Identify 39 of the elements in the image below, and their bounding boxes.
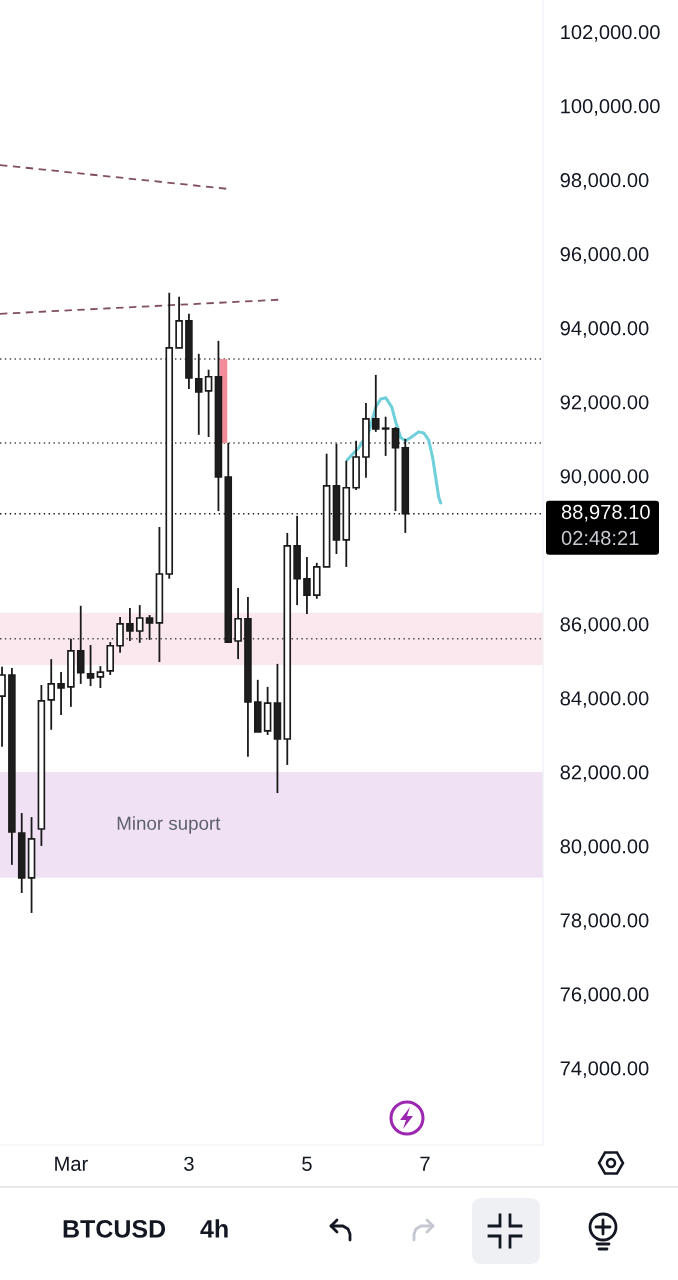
candlestick bbox=[135, 604, 144, 644]
text: BTCUSD bbox=[63, 1220, 166, 1238]
ref-line-label: 88,978.10 bbox=[561, 504, 650, 522]
y-tick-label: 82,000.00 bbox=[560, 765, 649, 782]
candlestick bbox=[57, 671, 65, 716]
y-tick-label: 94,000.00 bbox=[560, 321, 649, 338]
y-tick-label: 96,000.00 bbox=[560, 247, 649, 264]
y-tick-label: 90,000.00 bbox=[560, 469, 649, 486]
candlestick bbox=[76, 604, 85, 685]
candlestick bbox=[126, 607, 134, 642]
candlestick bbox=[86, 644, 95, 688]
candlestick bbox=[372, 373, 380, 433]
text: 4h bbox=[200, 1219, 228, 1238]
candlestick bbox=[381, 415, 390, 457]
candlestick bbox=[96, 665, 105, 689]
y-tick-label: 92,000.00 bbox=[560, 395, 649, 412]
y-tick-label: 86,000.00 bbox=[560, 617, 649, 634]
candlestick bbox=[194, 352, 203, 436]
y-tick-label: 98,000.00 bbox=[560, 173, 649, 190]
candlestick bbox=[145, 614, 154, 641]
y-tick-label: 102,000.00 bbox=[561, 25, 660, 42]
band-label: Minor suport bbox=[117, 816, 221, 834]
candlestick bbox=[116, 616, 124, 654]
candlestick bbox=[47, 658, 56, 731]
x-tick-label: 5 bbox=[302, 1156, 312, 1171]
candlestick bbox=[234, 587, 242, 661]
candlestick bbox=[303, 556, 311, 615]
x-tick-label: Mar bbox=[55, 1156, 88, 1171]
x-tick-label: 3 bbox=[184, 1156, 194, 1171]
y-tick-label: 78,000.00 bbox=[560, 913, 649, 930]
y-tick-label: 84,000.00 bbox=[560, 691, 649, 708]
text: 02:48:21 bbox=[561, 530, 639, 546]
candlestick bbox=[391, 426, 400, 512]
y-tick-label: 76,000.00 bbox=[560, 987, 649, 1004]
x-tick-label: 7 bbox=[420, 1156, 430, 1171]
candlestick bbox=[204, 368, 213, 438]
y-tick-label: 74,000.00 bbox=[560, 1061, 649, 1078]
y-tick-label: 100,000.00 bbox=[561, 99, 660, 116]
y-tick-label: 80,000.00 bbox=[560, 839, 649, 856]
